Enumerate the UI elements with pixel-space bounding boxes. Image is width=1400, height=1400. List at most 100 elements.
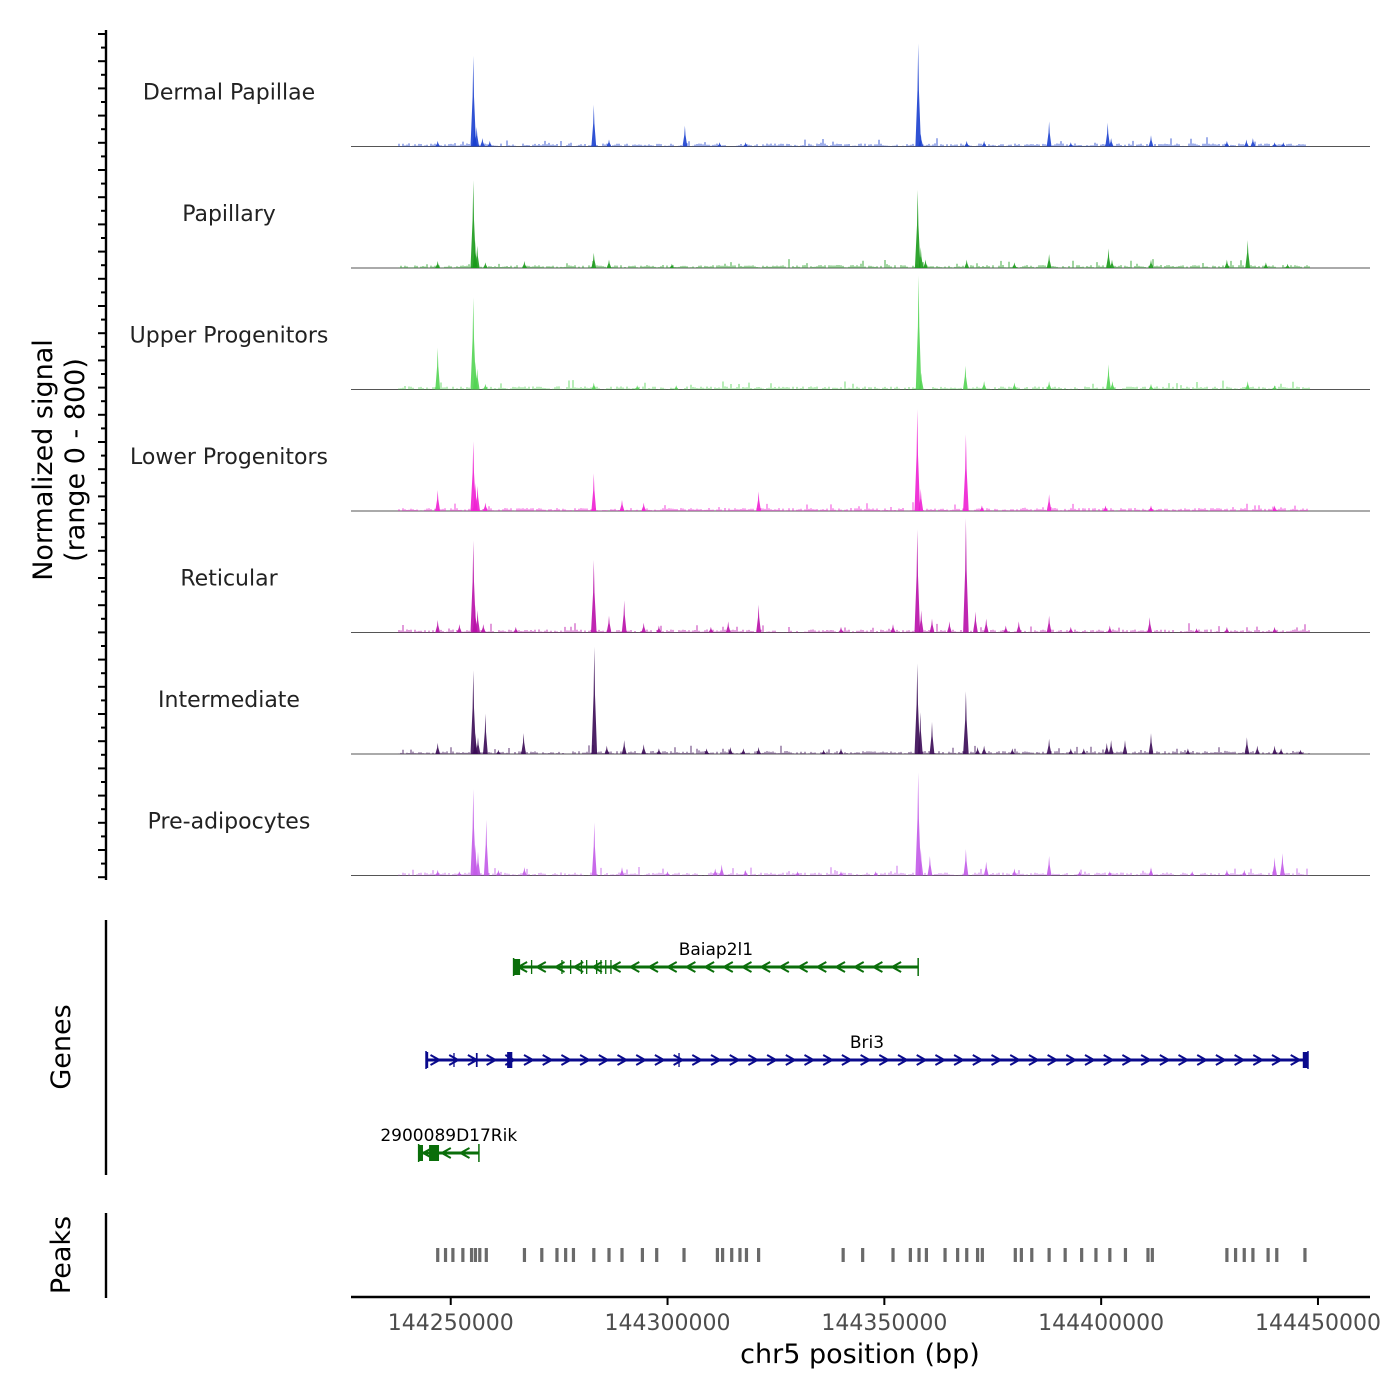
- strand-arrow: [439, 1147, 452, 1159]
- signal-peak: [457, 624, 462, 633]
- signal-peak: [914, 663, 921, 754]
- peak-region: [738, 1248, 742, 1262]
- signal-peak: [475, 610, 480, 633]
- signal-peak: [1272, 745, 1277, 754]
- signal-peak: [964, 140, 970, 147]
- exon: [605, 960, 607, 974]
- signal-peak: [918, 610, 924, 633]
- peak-region: [980, 1248, 984, 1262]
- strand-arrow: [448, 1054, 461, 1066]
- signal-peak: [435, 869, 441, 876]
- exon: [586, 960, 588, 974]
- peak-region: [715, 1248, 720, 1262]
- signal-peak: [1189, 871, 1195, 876]
- signal-peak: [656, 748, 662, 754]
- strand-arrow: [542, 1054, 554, 1066]
- signal-peak: [665, 871, 670, 876]
- signal-peak: [918, 847, 924, 876]
- exon: [475, 1053, 478, 1067]
- signal-peak: [915, 772, 921, 876]
- signal-peak: [756, 604, 761, 633]
- signal-peak: [474, 368, 480, 390]
- signal-peak: [975, 747, 980, 754]
- strand-arrow: [579, 1054, 592, 1066]
- signal-peak: [591, 473, 597, 511]
- exon: [530, 960, 533, 974]
- track-label: Intermediate: [158, 688, 300, 713]
- exon: [426, 1052, 429, 1068]
- strand-arrow: [590, 961, 603, 973]
- peak-region: [469, 1248, 474, 1262]
- peak-region: [1146, 1248, 1150, 1262]
- strand-arrow: [860, 1054, 872, 1066]
- signal-peak: [1224, 259, 1230, 268]
- strand-arrow: [684, 961, 696, 973]
- strand-arrow: [703, 961, 715, 973]
- signal-peak: [496, 869, 501, 876]
- track-noise: [398, 380, 1310, 390]
- strand-arrow: [665, 961, 678, 973]
- signal-peak: [435, 742, 441, 754]
- signal-peak: [483, 713, 488, 754]
- strand-arrow: [815, 961, 827, 973]
- peak-region: [1108, 1248, 1112, 1262]
- strand-arrow: [430, 1054, 442, 1066]
- peak-region: [473, 1248, 478, 1262]
- signal-peak: [1254, 745, 1260, 754]
- track-noise: [398, 745, 1310, 754]
- signal-peak: [963, 434, 969, 511]
- strand-arrow: [729, 1054, 741, 1066]
- peak-region: [1063, 1248, 1067, 1262]
- signal-peak: [1148, 259, 1154, 268]
- track-intermediate: Intermediate: [158, 646, 1370, 755]
- signal-peak: [725, 621, 731, 633]
- strand-arrow: [972, 1054, 984, 1066]
- signal-peak: [641, 744, 647, 754]
- strand-arrow: [852, 961, 865, 973]
- signal-peak: [1245, 240, 1251, 268]
- strand-arrow: [721, 961, 734, 973]
- signal-peak: [1046, 381, 1052, 390]
- gene-baiap2l1: Baiap2l1: [512, 940, 919, 976]
- signal-peak: [873, 871, 879, 876]
- peak-region: [571, 1248, 576, 1262]
- strand-arrow: [1196, 1054, 1209, 1066]
- peak-region: [757, 1248, 761, 1262]
- signal-peak: [929, 618, 935, 633]
- peak-region: [1225, 1248, 1229, 1262]
- peak-region: [451, 1248, 455, 1262]
- peak-region: [908, 1248, 912, 1262]
- x-tick-label: 144350000: [821, 1311, 947, 1336]
- peak-region: [1123, 1248, 1128, 1262]
- peak-region: [1251, 1248, 1255, 1262]
- signal-peak: [1003, 625, 1009, 633]
- peak-region: [730, 1248, 734, 1262]
- signal-peak: [712, 868, 718, 876]
- signal-peak: [435, 620, 441, 633]
- signal-peak: [1148, 505, 1154, 511]
- signal-peak: [470, 55, 477, 147]
- signal-peak: [1244, 737, 1250, 754]
- signal-peak: [838, 871, 844, 876]
- signal-peak: [435, 261, 441, 268]
- track-reticular: Reticular: [180, 518, 1370, 633]
- peak-region: [1030, 1248, 1034, 1262]
- signal-peak: [963, 518, 969, 633]
- strand-arrow: [1084, 1054, 1097, 1066]
- peak-region: [620, 1248, 624, 1262]
- strand-arrow: [796, 961, 809, 973]
- signal-peak: [457, 871, 462, 876]
- signal-peak: [1107, 625, 1113, 633]
- signal-peak: [963, 691, 969, 754]
- x-axis-ticks: 144250000 144300000 144350000 144400000 1444…: [388, 1297, 1381, 1336]
- peak-regions: [436, 1248, 1307, 1262]
- gene-2900089d17rik: 2900089D17Rik: [380, 1126, 517, 1162]
- signal-peak: [470, 441, 477, 511]
- track-upper-progenitors: Upper Progenitors: [130, 275, 1370, 390]
- x-tick-label: 144300000: [605, 1311, 731, 1336]
- gene-annotations: Baiap2l1 Bri3 2900089D17Rik: [380, 940, 1309, 1162]
- signal-peak: [1224, 626, 1230, 633]
- track-pre-adipocytes: Pre-adipocytes: [148, 772, 1370, 876]
- peak-region: [640, 1248, 644, 1262]
- peak-region: [924, 1248, 929, 1262]
